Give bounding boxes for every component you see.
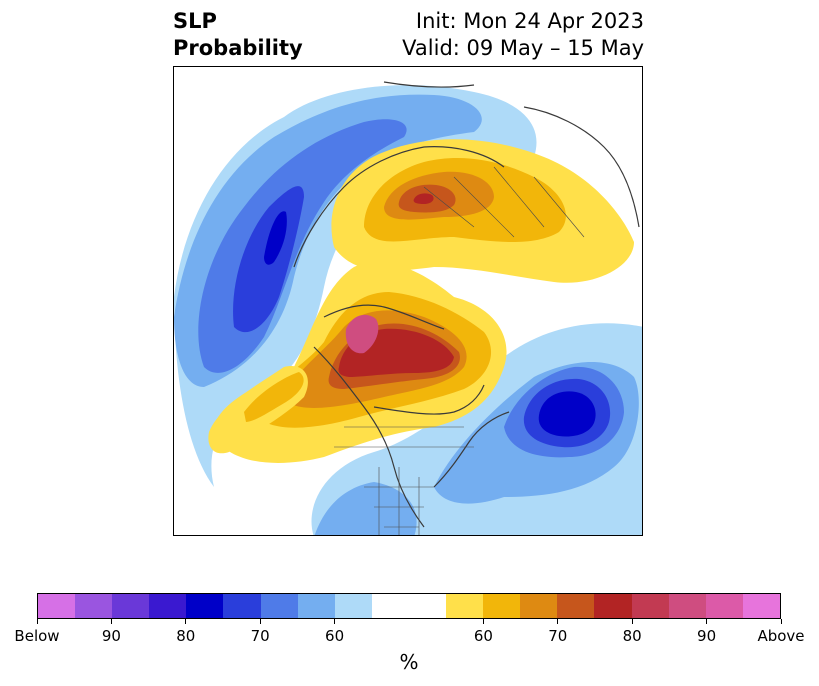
- colorbar-tick: [334, 619, 336, 624]
- colorbar-tick: [780, 619, 782, 624]
- colorbar-segment: [186, 594, 224, 618]
- colorbar-tick: [110, 619, 112, 624]
- above-region-pacific-70: [244, 372, 304, 422]
- colorbar-tick: [631, 619, 633, 624]
- colorbar-tick-label: 60: [325, 627, 345, 645]
- probability-map: [173, 66, 643, 536]
- colorbar-tick-label: 90: [697, 627, 717, 645]
- colorbar-tick-label: 80: [176, 627, 196, 645]
- title-type: Probability: [173, 36, 303, 60]
- colorbar-segment: [334, 594, 372, 618]
- colorbar-tick: [36, 619, 38, 624]
- colorbar-segment: [742, 594, 780, 618]
- init-date: Init: Mon 24 Apr 2023: [415, 9, 644, 33]
- colorbar-segment: [371, 594, 409, 618]
- colorbar-tick: [557, 619, 559, 624]
- above-region-eurasia-core: [413, 193, 434, 204]
- colorbar-tick-label: 90: [101, 627, 121, 645]
- colorbar-tick-label: Above: [757, 627, 805, 645]
- colorbar-segment: [223, 594, 261, 618]
- colorbar-segment: [75, 594, 113, 618]
- colorbar-tick-label: 60: [473, 627, 493, 645]
- colorbar-segment: [38, 594, 76, 618]
- colorbar-tick: [185, 619, 187, 624]
- coastlines: [293, 81, 640, 528]
- below-region-atlantic-core: [538, 391, 596, 437]
- valid-range: Valid: 09 May – 15 May: [402, 36, 644, 60]
- title-left: SLP Probability: [173, 8, 303, 62]
- above-region-canada-core: [345, 314, 379, 354]
- below-region-us-70: [314, 482, 417, 535]
- colorbar-segment: [483, 594, 521, 618]
- colorbar-tick: [706, 619, 708, 624]
- colorbar-segment: [112, 594, 150, 618]
- colorbar: [37, 593, 781, 619]
- colorbar-tick: [482, 619, 484, 624]
- colorbar-segment: [297, 594, 335, 618]
- below-region-pacific-core: [264, 211, 287, 265]
- colorbar-tick-label: 80: [622, 627, 642, 645]
- colorbar-segment: [446, 594, 484, 618]
- colorbar-segment: [668, 594, 706, 618]
- colorbar-segment: [705, 594, 743, 618]
- colorbar-segment: [149, 594, 187, 618]
- colorbar-tick-label: Below: [14, 627, 60, 645]
- colorbar-tick: [259, 619, 261, 624]
- colorbar-segment: [557, 594, 595, 618]
- colorbar-tick-label: 70: [548, 627, 568, 645]
- colorbar-segment: [260, 594, 298, 618]
- colorbar-segment: [408, 594, 447, 618]
- colorbar-tick-label: 70: [250, 627, 270, 645]
- title-variable: SLP: [173, 9, 217, 33]
- title-right: Init: Mon 24 Apr 2023 Valid: 09 May – 15…: [402, 8, 644, 62]
- colorbar-segment: [631, 594, 669, 618]
- colorbar-segment: [594, 594, 632, 618]
- colorbar-segment: [520, 594, 558, 618]
- colorbar-unit-label: %: [399, 650, 419, 674]
- map-canvas: [174, 67, 642, 535]
- country-borders: [334, 166, 585, 535]
